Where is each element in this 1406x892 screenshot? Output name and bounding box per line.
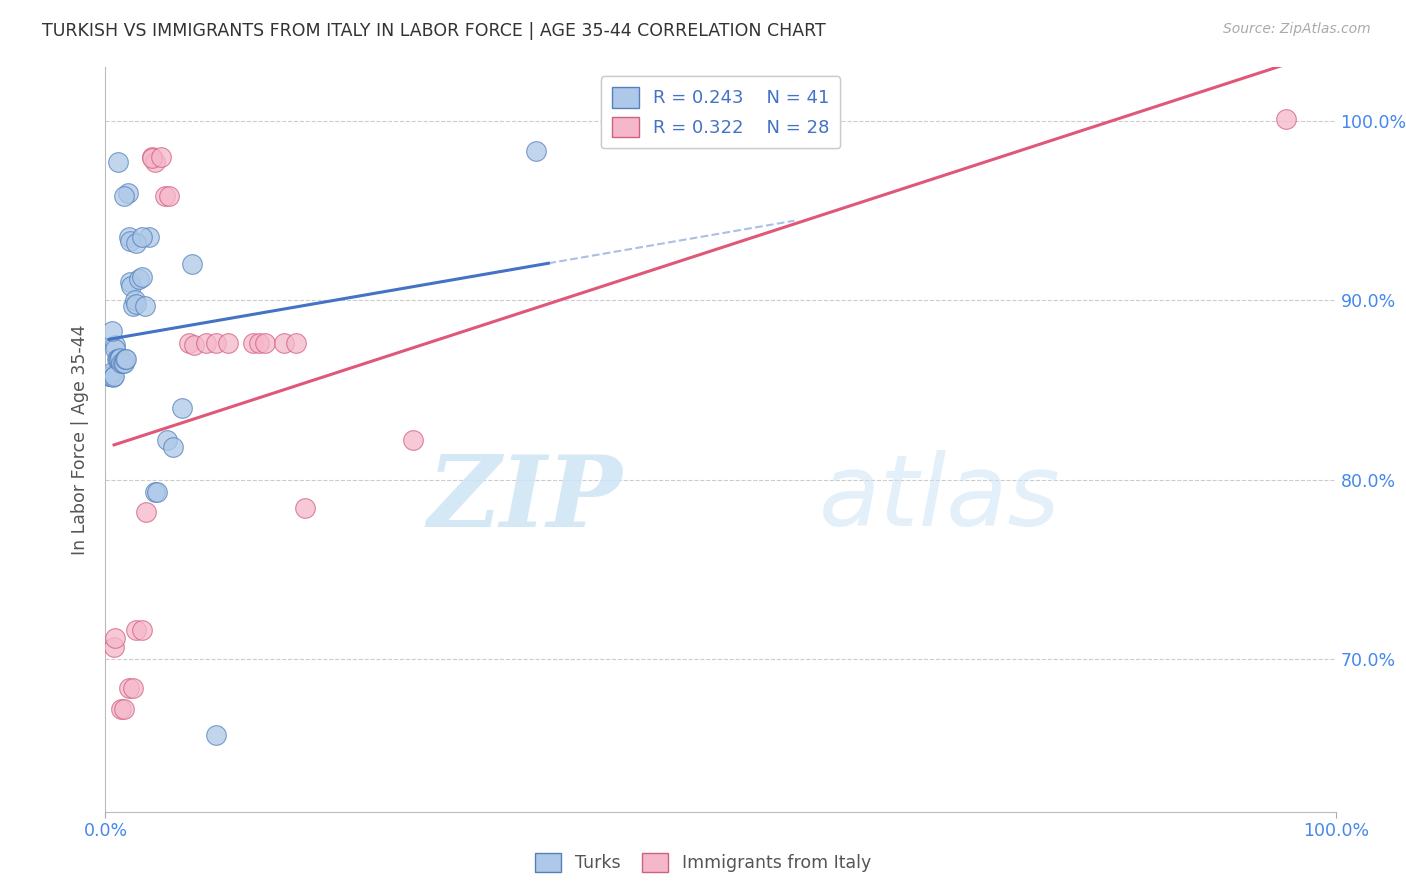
Point (162, 441, 184, 455)
Point (104, 631, 127, 645)
Point (103, 368, 125, 383)
Text: Source: ZipAtlas.com: Source: ZipAtlas.com (1223, 22, 1371, 37)
Point (114, 352, 136, 367)
Point (273, 336, 295, 351)
Point (121, 681, 143, 695)
Point (141, 150, 163, 164)
Point (254, 336, 277, 351)
Point (105, 352, 128, 367)
Point (134, 299, 156, 313)
Point (104, 338, 127, 352)
Point (524, 145, 547, 159)
Point (121, 299, 143, 313)
Point (120, 275, 141, 289)
Point (1275, 112, 1298, 126)
Point (110, 351, 132, 365)
Point (179, 336, 201, 351)
Point (170, 401, 193, 415)
Point (115, 352, 138, 367)
Point (125, 297, 148, 311)
Legend: Turks, Immigrants from Italy: Turks, Immigrants from Italy (529, 846, 877, 879)
Point (131, 230, 153, 244)
Point (108, 352, 131, 367)
Text: TURKISH VS IMMIGRANTS FROM ITALY IN LABOR FORCE | AGE 35-44 CORRELATION CHART: TURKISH VS IMMIGRANTS FROM ITALY IN LABO… (42, 22, 825, 40)
Point (143, 485, 166, 500)
Point (131, 624, 153, 638)
Point (112, 702, 135, 716)
Point (107, 352, 129, 367)
Point (146, 485, 169, 500)
Point (112, 189, 135, 203)
Text: atlas: atlas (818, 450, 1060, 548)
Point (242, 336, 264, 351)
Point (112, 356, 135, 370)
Point (124, 293, 146, 308)
Point (131, 269, 153, 284)
Point (98, 368, 121, 383)
Point (98, 368, 122, 383)
Point (247, 336, 270, 351)
Point (205, 727, 228, 741)
Point (135, 505, 157, 519)
Point (205, 336, 228, 351)
Point (125, 235, 148, 250)
Point (143, 155, 166, 169)
Point (103, 640, 125, 654)
Point (159, 189, 180, 203)
Text: ZIP: ZIP (427, 450, 621, 547)
Point (128, 271, 150, 285)
Point (118, 230, 141, 244)
Point (294, 501, 316, 516)
Point (218, 336, 240, 351)
Point (111, 356, 134, 370)
Point (118, 681, 141, 695)
Point (285, 336, 308, 351)
Point (101, 370, 124, 384)
Point (120, 278, 142, 293)
Point (141, 152, 163, 166)
Point (153, 189, 176, 203)
Point (180, 257, 202, 271)
Point (104, 342, 127, 356)
Point (117, 186, 139, 200)
Point (100, 365, 122, 379)
Point (149, 150, 172, 164)
Point (110, 356, 132, 370)
Point (195, 336, 218, 351)
Legend: R = 0.243    N = 41, R = 0.322    N = 28: R = 0.243 N = 41, R = 0.322 N = 28 (600, 76, 841, 148)
Point (125, 624, 148, 638)
Point (110, 702, 132, 716)
Point (402, 434, 425, 448)
Point (183, 338, 205, 352)
Point (120, 234, 141, 248)
Point (138, 230, 160, 244)
Y-axis label: In Labor Force | Age 35-44: In Labor Force | Age 35-44 (72, 324, 90, 555)
Point (100, 324, 122, 338)
Point (107, 155, 129, 169)
Point (156, 434, 179, 448)
